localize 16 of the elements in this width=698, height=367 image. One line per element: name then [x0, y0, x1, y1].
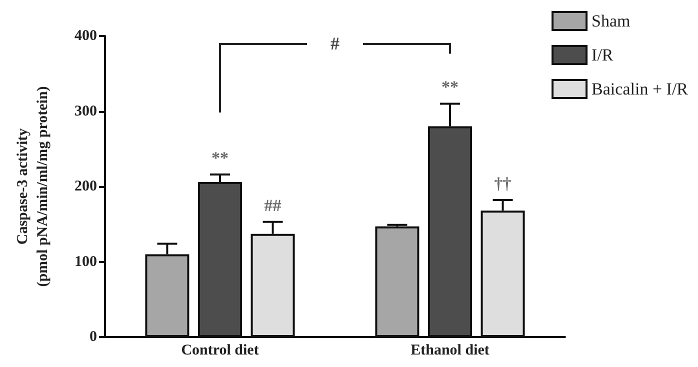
- y-tick-label: 0: [90, 329, 97, 345]
- data-label: **: [212, 148, 228, 168]
- x-tick-label: Control diet: [181, 342, 259, 358]
- y-tick-label: 400: [74, 28, 97, 44]
- legend-label: I/R: [592, 46, 614, 64]
- data-label: **: [442, 78, 458, 97]
- legend-label: Sham: [592, 12, 630, 30]
- y-axis-title: Caspase-3 activity (pmol pNA/min/ml/mg protein): [15, 86, 51, 287]
- x-tick-label: Ethanol diet: [410, 342, 490, 358]
- y-tick-label: 300: [74, 103, 97, 120]
- legend-label: Baicalin + I/R: [592, 80, 689, 98]
- data-label: ††: [494, 174, 512, 194]
- annotation: #: [330, 34, 340, 54]
- y-tick-label: 100: [74, 254, 97, 270]
- data-label: ##: [264, 196, 282, 215]
- y-tick-label: 200: [74, 178, 97, 194]
